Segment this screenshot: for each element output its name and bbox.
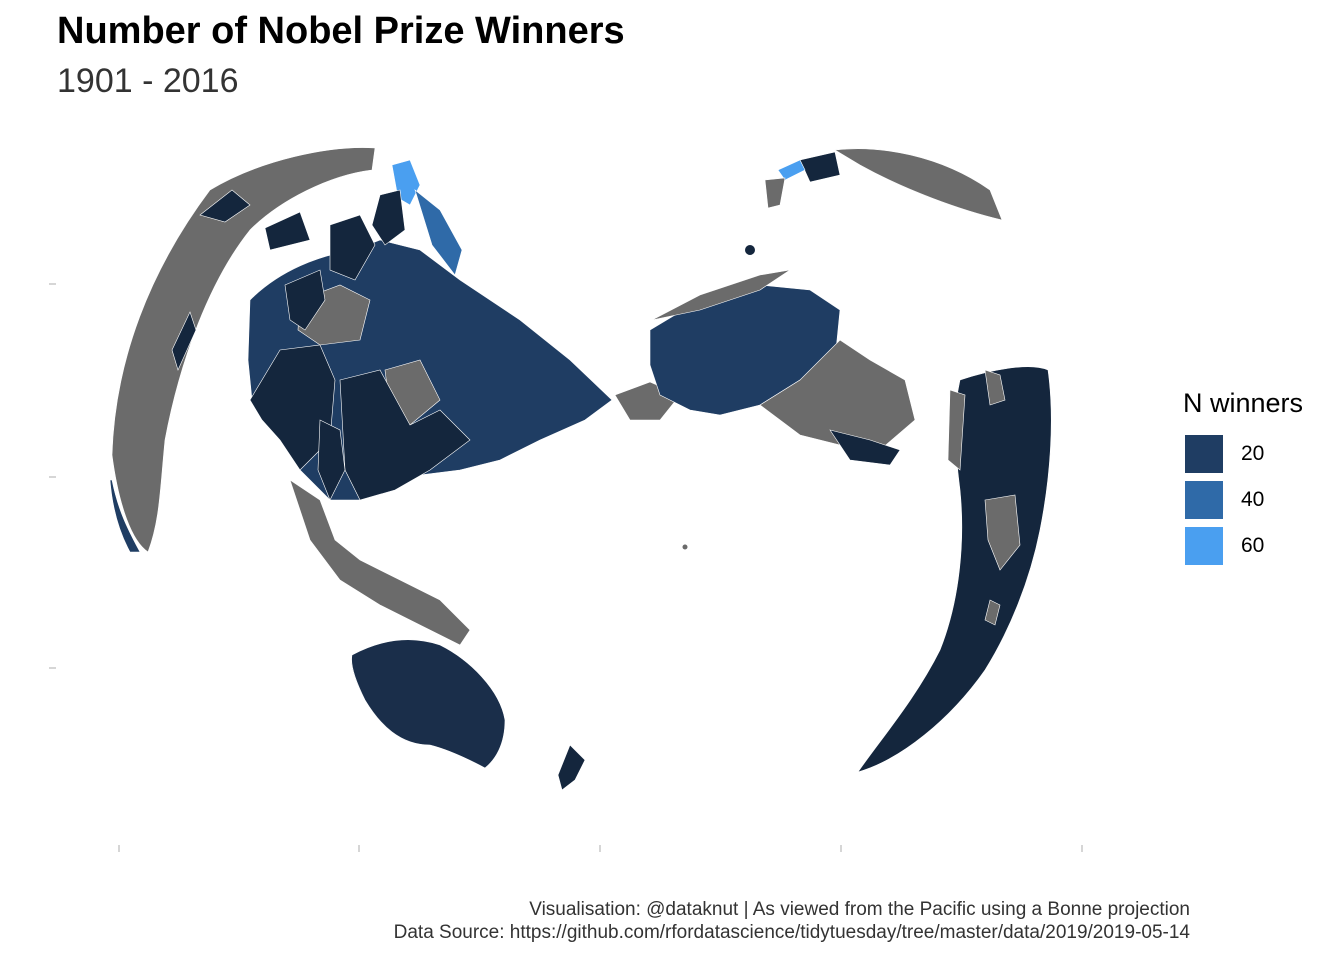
east-asia-gray xyxy=(764,177,786,209)
legend-item: 20 xyxy=(1183,431,1333,477)
legend-label: 40 xyxy=(1241,488,1265,511)
legend: N winners 20 40 60 xyxy=(1183,388,1333,569)
usa-east-gray xyxy=(759,339,916,451)
north-arc-dark xyxy=(799,151,841,183)
island xyxy=(682,544,688,550)
scandinavia-mid xyxy=(371,189,406,246)
south-tail xyxy=(109,479,141,553)
central-america xyxy=(829,429,901,466)
india-peninsula xyxy=(317,419,346,501)
island xyxy=(518,323,522,327)
south-america xyxy=(857,366,1052,773)
west-europe xyxy=(329,214,376,281)
caption-line-2: Data Source: https://github.com/rfordata… xyxy=(393,922,1190,943)
caption: Visualisation: @dataknut | As viewed fro… xyxy=(394,898,1190,944)
north-arc-high xyxy=(777,159,806,181)
page-subtitle: 1901 - 2016 xyxy=(57,62,239,100)
north-arc-right xyxy=(834,148,1003,221)
north-region-a xyxy=(264,211,311,251)
caption-line-1: Visualisation: @dataknut | As viewed fro… xyxy=(529,899,1190,920)
legend-title: N winners xyxy=(1183,388,1304,418)
central-strip xyxy=(171,311,197,371)
page-title: Number of Nobel Prize Winners xyxy=(57,10,625,52)
legend-swatch xyxy=(1183,479,1225,521)
south-america-gray-1 xyxy=(984,369,1006,406)
legend-label: 60 xyxy=(1241,534,1265,557)
south-america-gray-4 xyxy=(984,599,1001,626)
americas-left-arc xyxy=(111,147,376,553)
legend-item: 60 xyxy=(1183,523,1333,569)
africa-west xyxy=(284,269,326,331)
legend-label: 20 xyxy=(1241,442,1265,465)
canada-gray xyxy=(651,269,791,321)
south-america-gray-3 xyxy=(947,389,966,471)
australia xyxy=(351,639,506,769)
legend-swatch xyxy=(1183,433,1225,475)
greenland-region xyxy=(199,189,251,223)
south-america-gray-2 xyxy=(984,494,1021,571)
new-zealand xyxy=(557,744,586,791)
island xyxy=(745,245,755,255)
legend-item: 40 xyxy=(1183,477,1333,523)
axis-ticks xyxy=(49,283,1083,852)
se-asia xyxy=(289,479,471,646)
uk-region xyxy=(414,189,463,276)
eurasia-mid-south xyxy=(339,369,471,501)
legend-swatch xyxy=(1183,525,1225,567)
